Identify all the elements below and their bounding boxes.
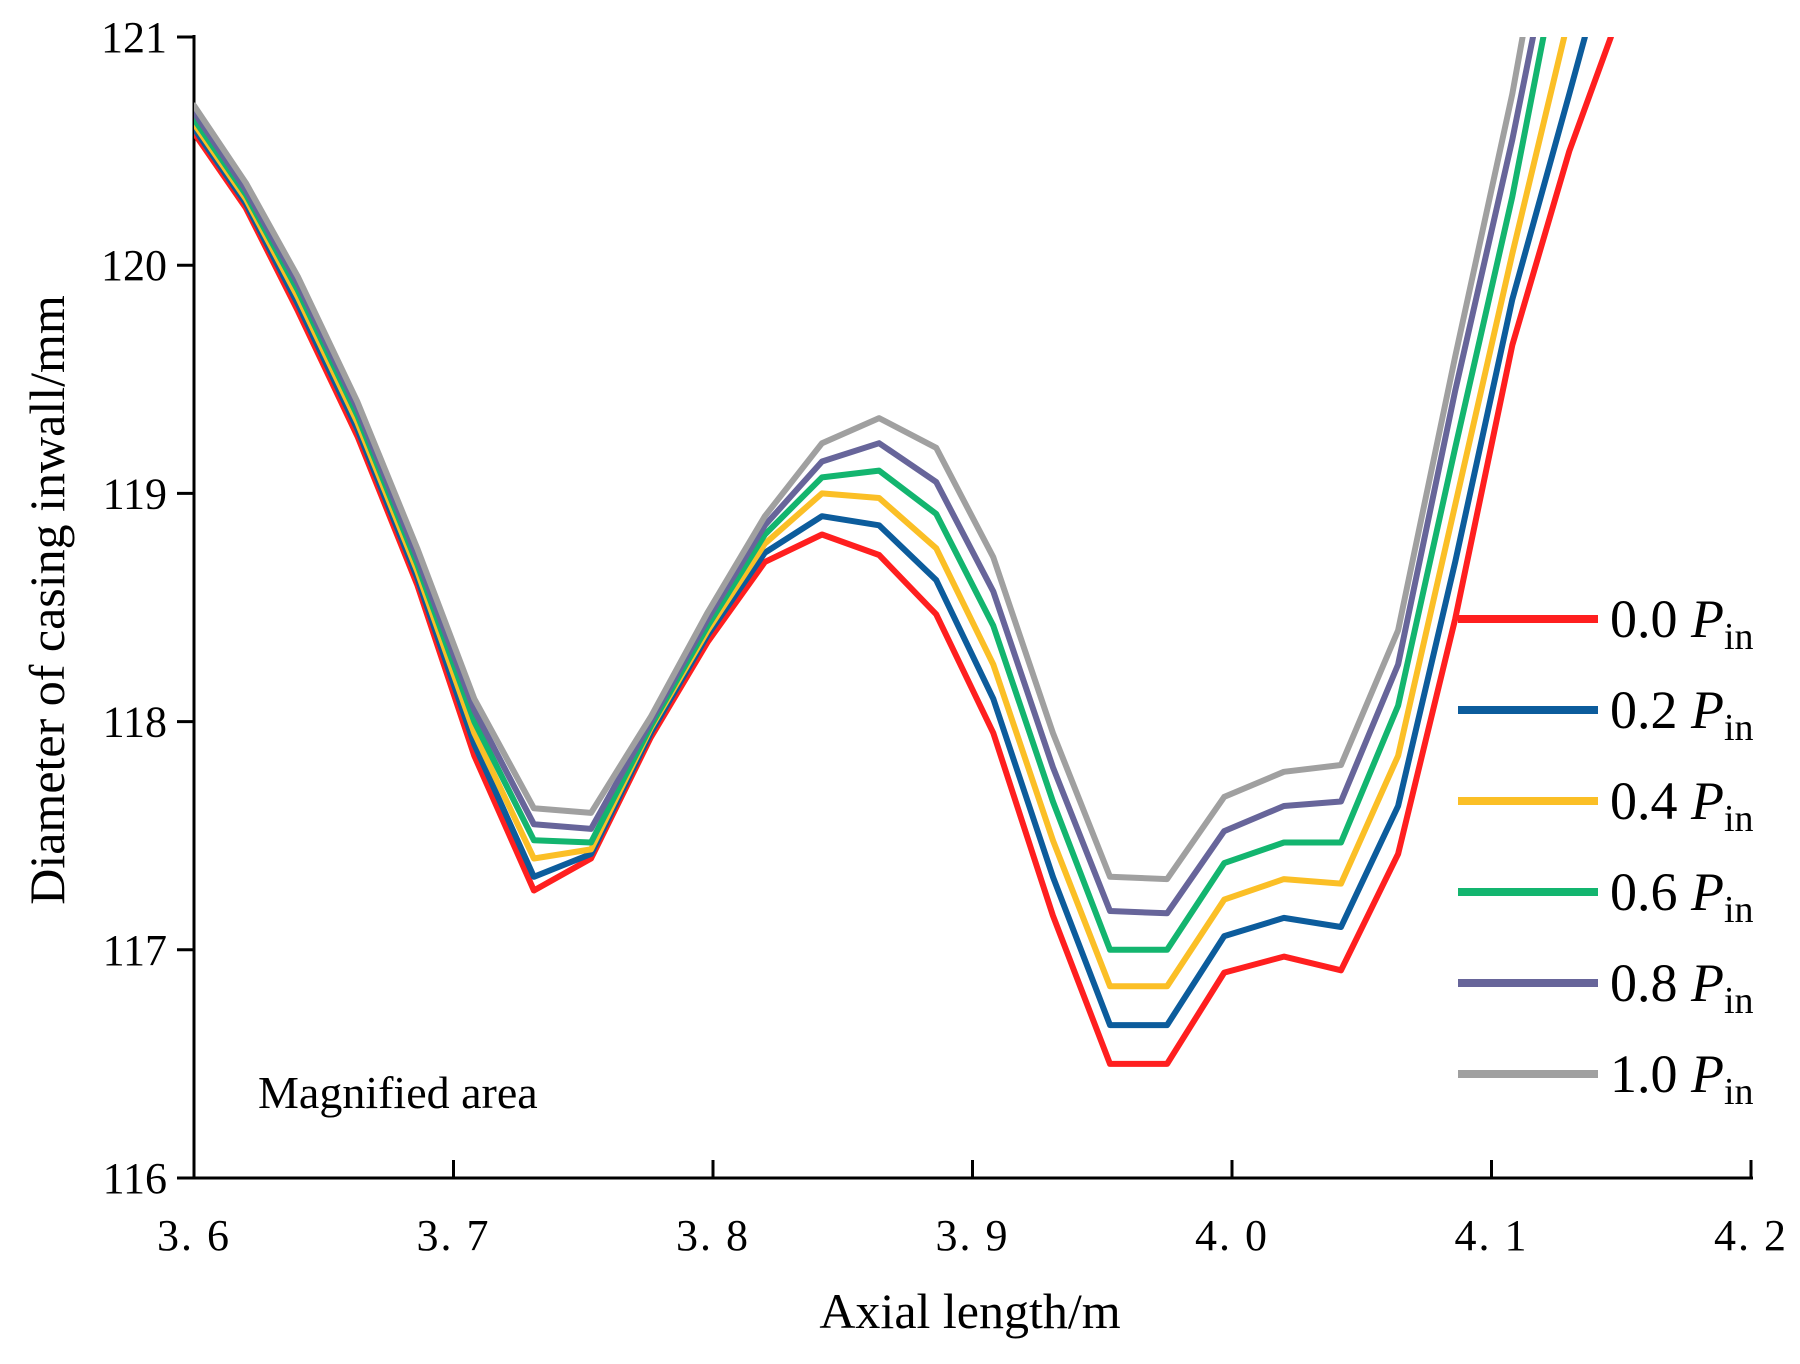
x-tick-label: 4. 0 bbox=[1195, 1211, 1269, 1260]
legend-symbol: P bbox=[1690, 1044, 1724, 1104]
legend-symbol: P bbox=[1690, 862, 1724, 922]
legend-subscript: in bbox=[1724, 707, 1754, 749]
legend-subscript: in bbox=[1724, 980, 1754, 1022]
legend-value: 1.0 bbox=[1610, 1044, 1691, 1104]
y-tick-label: 117 bbox=[103, 926, 167, 975]
legend-symbol: P bbox=[1690, 680, 1724, 740]
legend-label-0-4: 0.4 Pin bbox=[1610, 771, 1754, 840]
legend-symbol: P bbox=[1690, 771, 1724, 831]
x-axis-title: Axial length/m bbox=[819, 1283, 1120, 1339]
legend-label-0-6: 0.6 Pin bbox=[1610, 862, 1754, 931]
legend-label-0-8: 0.8 Pin bbox=[1610, 953, 1754, 1022]
x-tick-label: 3. 8 bbox=[676, 1211, 750, 1260]
legend-label-0-2: 0.2 Pin bbox=[1610, 680, 1754, 749]
legend-label-1-0: 1.0 Pin bbox=[1610, 1044, 1754, 1113]
legend-value: 0.2 bbox=[1610, 680, 1691, 740]
legend-value: 0.4 bbox=[1610, 771, 1691, 831]
y-tick-label: 118 bbox=[103, 698, 167, 747]
y-axis-title: Diameter of casing inwall/mm bbox=[19, 295, 75, 905]
x-tick-label: 4. 1 bbox=[1455, 1211, 1529, 1260]
legend-value: 0.6 bbox=[1610, 862, 1691, 922]
legend-label-0-0: 0.0 Pin bbox=[1610, 589, 1754, 658]
series-line-0-8 bbox=[194, 37, 1536, 917]
y-tick-label: 120 bbox=[101, 241, 167, 290]
legend-symbol: P bbox=[1690, 589, 1724, 649]
series-line-1-0 bbox=[194, 37, 1526, 883]
x-tick-label: 3. 7 bbox=[417, 1211, 491, 1260]
y-tick-label: 121 bbox=[101, 13, 167, 62]
legend-subscript: in bbox=[1724, 798, 1754, 840]
legend-symbol: P bbox=[1690, 953, 1724, 1013]
x-tick-label: 4. 2 bbox=[1714, 1211, 1788, 1260]
legend-value: 0.0 bbox=[1610, 589, 1691, 649]
x-tick-label: 3. 9 bbox=[936, 1211, 1010, 1260]
x-tick-label: 3. 6 bbox=[157, 1211, 231, 1260]
y-tick-label: 119 bbox=[103, 469, 167, 518]
magnified-area-annotation: Magnified area bbox=[258, 1067, 538, 1118]
legend-subscript: in bbox=[1724, 889, 1754, 931]
series-layer bbox=[194, 37, 1614, 1067]
legend-subscript: in bbox=[1724, 1071, 1754, 1113]
legend-subscript: in bbox=[1724, 616, 1754, 658]
legend-value: 0.8 bbox=[1610, 953, 1691, 1013]
axes: 116 117 118 119 120 121 3. 6 3. 7 3. 8 3. 9 4. 0 4.… bbox=[101, 13, 1788, 1260]
y-tick-label: 116 bbox=[103, 1154, 167, 1203]
